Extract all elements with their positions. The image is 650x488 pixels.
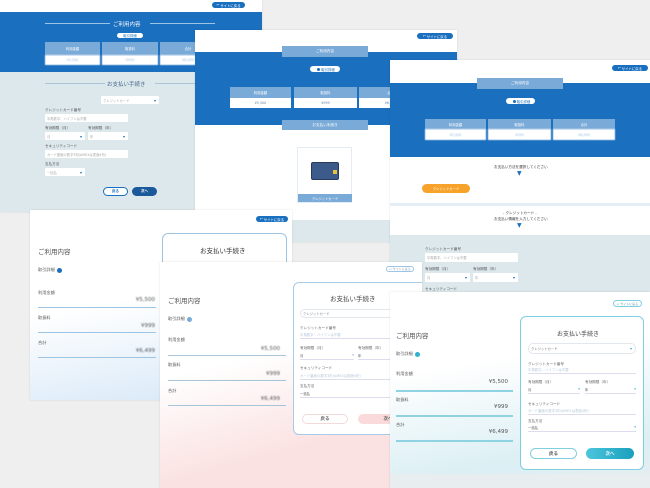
usage-tab: ご利用内容	[282, 46, 368, 57]
screenshot-variant-e: ↩ サイトに戻る ご利用内容 取引詳細 利用金額 ¥5,500 取扱料 ¥999 …	[160, 262, 422, 488]
arrow-down-icon: ▼	[517, 222, 522, 229]
method-select[interactable]: クレジットカード ▾	[528, 343, 636, 354]
back-to-site-button[interactable]: ↩ サイトに戻る	[212, 2, 245, 8]
amount-value: ¥5,500	[488, 379, 508, 385]
pay-count-select[interactable]: 一括払 ▾	[45, 168, 85, 176]
card-number-input[interactable]: 半角数字、ハイフンは不要	[528, 367, 636, 374]
exp-month-select[interactable]: 月 ▾	[300, 353, 354, 360]
pay-count-select[interactable]: 一括払 ▾	[528, 425, 636, 432]
select-method-prompt: お支払い方法を選択してください	[494, 165, 548, 169]
back-button[interactable]: 戻る	[103, 187, 128, 196]
details-link[interactable]: 取引詳細	[38, 267, 62, 273]
total-value: ¥6,499	[488, 429, 508, 435]
back-to-site-button[interactable]: ↩ サイトに戻る	[256, 216, 288, 222]
back-to-site-button[interactable]: ↩ サイトに戻る	[417, 33, 453, 39]
payment-title: お支払い手続き	[107, 82, 146, 88]
card-number-input[interactable]: 半角数字、ハイフンは不要	[45, 114, 128, 122]
info-icon	[56, 267, 62, 273]
card-number-input[interactable]: 半角数字、ハイフンは不要	[300, 332, 420, 339]
credit-card-tile[interactable]: クレジットカード	[297, 147, 352, 203]
back-to-site-button[interactable]: ↩ サイトに戻る	[613, 300, 642, 307]
screenshot-variant-c: ↩ サイトに戻る ご利用内容 取引詳細 利用金額 取扱料 合計 ¥5,500 ¥9…	[390, 60, 650, 292]
next-button[interactable]: 次へ	[358, 414, 418, 424]
payment-tab: お支払い手続き	[282, 120, 368, 130]
details-link[interactable]: 取引詳細	[168, 316, 192, 322]
screenshot-variant-f: ↩ サイトに戻る ご利用内容 取引詳細 利用金額 ¥5,500 取扱料 ¥999 …	[390, 292, 650, 488]
cvc-input[interactable]: カード裏面の数字3桁(AMEXは表面4桁)	[528, 408, 636, 415]
details-button[interactable]: 取引詳細	[310, 66, 340, 72]
total-value: ¥6,499	[160, 55, 216, 65]
next-button[interactable]: 次へ	[132, 187, 157, 196]
amount-value: ¥5,500	[45, 55, 100, 65]
method-select[interactable]: クレジットカード ▾	[101, 96, 159, 104]
exp-year-select[interactable]: 年 ▾	[585, 387, 636, 394]
credit-card-icon	[311, 162, 339, 180]
col-fee: 取扱料	[102, 42, 158, 55]
cvc-input[interactable]: カード裏面の数字3桁(AMEXは表面4桁)	[45, 150, 128, 158]
back-to-site-button[interactable]: ↩ サイトに戻る	[386, 266, 414, 272]
chevron-down-icon: ▾	[629, 346, 632, 351]
info-icon	[414, 351, 420, 357]
exp-month-select[interactable]: 月 ▾	[425, 273, 470, 282]
details-button[interactable]: 取引詳細	[117, 33, 143, 38]
exp-year-select[interactable]: 年 ▾	[473, 273, 518, 282]
fee-value: ¥999	[102, 55, 158, 65]
details-link[interactable]: 取引詳細	[396, 351, 420, 357]
credit-card-method-button[interactable]: クレジットカード	[422, 184, 470, 193]
usage-title: ご利用内容	[113, 22, 141, 28]
next-button[interactable]: 次へ	[586, 448, 634, 459]
col-amount: 利用金額	[45, 42, 100, 55]
back-button[interactable]: 戻る	[302, 414, 348, 424]
pay-count-select[interactable]: 一括払	[300, 391, 420, 398]
fee-value: ¥999	[494, 404, 508, 410]
details-button[interactable]: 取引詳細	[506, 98, 535, 104]
back-arrow-icon: ↩	[216, 3, 220, 7]
cvc-input[interactable]: カード裏面の数字3桁(AMEXは表面4桁)	[300, 373, 420, 380]
exp-year-select[interactable]: 年	[358, 353, 418, 360]
back-button[interactable]: 戻る	[530, 448, 577, 459]
exp-year-select[interactable]: 年 ▾	[88, 132, 128, 140]
arrow-down-icon: ▼	[517, 170, 522, 177]
back-to-site-button[interactable]: ↩ サイトに戻る	[612, 65, 648, 71]
card-number-input[interactable]: 半角数字、ハイフンは不要	[425, 253, 518, 262]
exp-month-select[interactable]: 月 ▾	[528, 387, 580, 394]
chevron-down-icon: ▾	[153, 97, 156, 103]
exp-month-select[interactable]: 月 ▾	[45, 132, 85, 140]
